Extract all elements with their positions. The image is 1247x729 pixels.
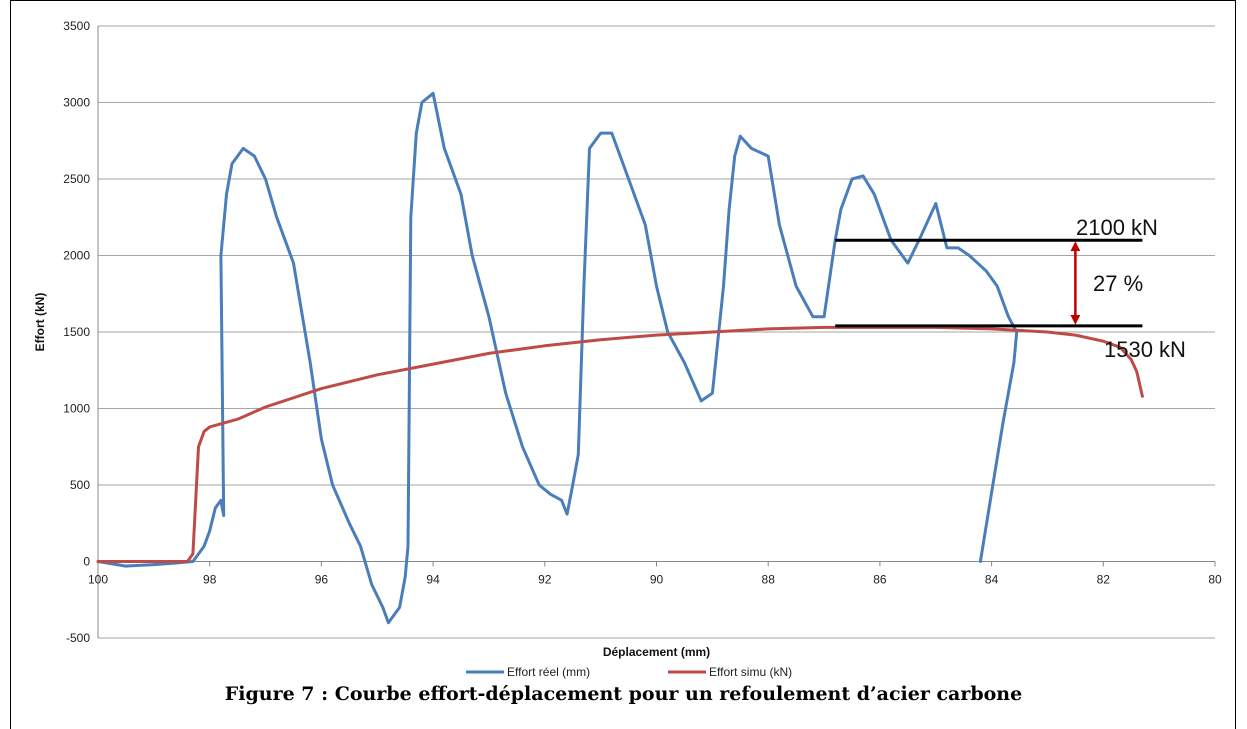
legend-label-effort-simu: Effort simu (kN)	[709, 665, 792, 679]
y-tick-label: 2000	[63, 249, 90, 263]
y-tick-label: 1000	[63, 402, 90, 416]
x-tick-label: 96	[315, 573, 329, 587]
y-tick-label: 2500	[63, 172, 90, 186]
legend: Effort réel (mm) Effort simu (kN)	[466, 665, 792, 679]
axes: -500 0 500 1000 1500 2000 2500 3000 3500 100 98 96 9…	[33, 19, 1222, 659]
annotation-difference: 27 %	[1093, 271, 1143, 296]
x-tick-label: 82	[1097, 573, 1111, 587]
x-tick-label: 92	[538, 573, 552, 587]
x-tick-label: 84	[985, 573, 999, 587]
x-tick-label: 80	[1208, 573, 1222, 587]
y-tick-label: 3500	[63, 19, 90, 33]
x-tick-label: 88	[762, 573, 776, 587]
series-line-effort-reel	[96, 91, 1019, 625]
legend-label-effort-reel: Effort réel (mm)	[507, 665, 590, 679]
annotation-lower-unit: kN	[1159, 337, 1186, 362]
figure-caption: Figure 7 : Courbe effort-déplacement pou…	[224, 683, 1023, 705]
annotation-lower-value: 1530	[1104, 337, 1153, 362]
annotation-upper-unit: kN	[1131, 215, 1158, 240]
x-tick-label: 94	[426, 573, 440, 587]
series-lines	[96, 91, 1144, 625]
figure-frame	[10, 0, 1236, 729]
annotation-upper-value: 2100	[1076, 215, 1125, 240]
x-tick-label: 100	[88, 573, 108, 587]
y-tick-label: 500	[70, 478, 90, 492]
effort-displacement-chart: -500 0 500 1000 1500 2000 2500 3000 3500 100 98 96 9…	[33, 19, 1222, 679]
annotation-upper-label: 2100 kN	[1076, 215, 1158, 240]
x-tick-label: 90	[650, 573, 664, 587]
y-tick-label: -500	[66, 631, 90, 645]
x-axis-title: Déplacement (mm)	[603, 645, 710, 659]
y-axis-title: Effort (kN)	[33, 293, 47, 352]
annotation-lower-label: 1530 kN	[1104, 337, 1186, 362]
y-tick-label: 1500	[63, 325, 90, 339]
y-tick-label: 3000	[63, 96, 90, 110]
y-tick-label: 0	[83, 555, 90, 569]
x-tick-label: 86	[873, 573, 887, 587]
x-tick-label: 98	[203, 573, 217, 587]
series-line-effort-simu	[96, 325, 1144, 563]
